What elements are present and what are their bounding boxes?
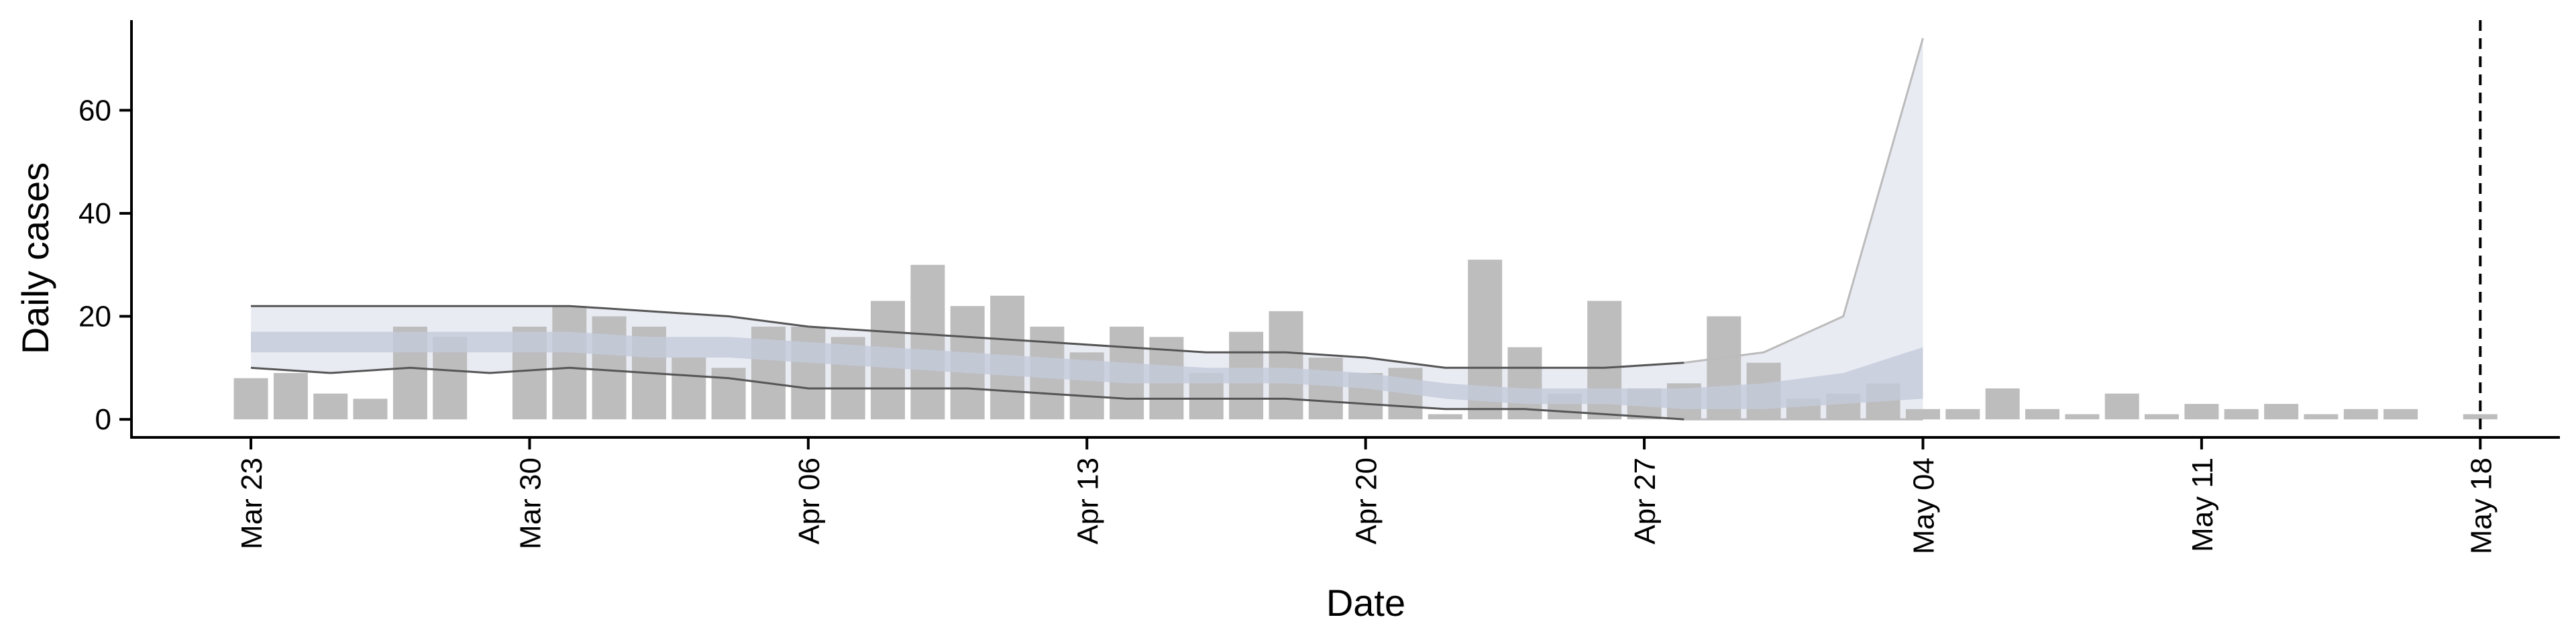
daily-cases-bar — [313, 393, 348, 420]
daily-cases-bar — [1507, 347, 1542, 420]
daily-cases-bar — [910, 264, 945, 420]
upper-bound-line — [251, 305, 1684, 369]
x-tick-label: Apr 06 — [793, 458, 826, 545]
y-axis-title: Daily cases — [14, 162, 56, 354]
y-axis-ticks: 0 20 40 60 — [78, 94, 131, 436]
x-tick-label: Mar 30 — [514, 458, 547, 549]
x-tick-label: Mar 23 — [235, 458, 268, 549]
daily-cases-bar — [1906, 409, 1940, 420]
daily-cases-bar — [1269, 311, 1303, 420]
daily-cases-bar — [1308, 358, 1343, 420]
x-tick-label: Apr 20 — [1350, 458, 1383, 545]
x-axis-ticks: Mar 23 Mar 30 Apr 06 Apr 13 Apr 20 Apr 27 May … — [235, 437, 2498, 554]
inner-credible-band — [251, 331, 1923, 409]
daily-cases-bar — [2104, 393, 2139, 420]
daily-cases-bar — [2184, 404, 2219, 420]
x-tick-label: Apr 13 — [1071, 458, 1104, 545]
x-tick-label: May 18 — [2465, 458, 2498, 554]
outer-credible-band — [251, 38, 1923, 420]
daily-cases-bar — [2025, 409, 2059, 420]
daily-cases-bar — [1985, 388, 2020, 420]
daily-cases-bar — [592, 316, 627, 420]
y-tick-label: 20 — [78, 301, 111, 333]
daily-cases-bar — [791, 326, 826, 420]
y-tick-label: 60 — [78, 94, 111, 127]
inner-band-area — [251, 331, 1923, 409]
daily-cases-bar — [2224, 409, 2259, 420]
x-tick-label: May 11 — [2186, 458, 2219, 552]
daily-cases-bar — [1945, 409, 1980, 420]
daily-cases-bar — [711, 368, 746, 420]
y-tick-label: 40 — [78, 197, 111, 230]
chart-axes — [130, 20, 2560, 439]
outer-band-area — [251, 38, 1923, 420]
y-tick-label: 0 — [95, 403, 111, 436]
upper-forecast-line — [1684, 38, 1924, 364]
daily-cases-bar — [2343, 409, 2378, 420]
daily-cases-bar — [2463, 414, 2498, 420]
daily-cases-bar — [2304, 414, 2339, 420]
daily-cases-bar — [1428, 414, 1462, 420]
daily-cases-bar — [2145, 414, 2179, 420]
x-axis-title: Date — [1326, 582, 1405, 624]
daily-cases-bar — [233, 378, 268, 420]
daily-cases-bar — [273, 373, 308, 420]
daily-cases-bar — [353, 398, 388, 420]
daily-cases-bar — [2065, 414, 2100, 420]
x-tick-label: Apr 27 — [1629, 458, 1662, 545]
daily-cases-bar — [672, 358, 706, 420]
x-tick-label: May 04 — [1908, 458, 1941, 554]
daily-cases-bar — [2383, 409, 2418, 420]
daily-cases-bar — [552, 306, 587, 420]
daily-cases-bar — [2264, 404, 2299, 420]
credible-interval-lines — [250, 38, 1924, 421]
lower-bound-line — [250, 366, 1684, 421]
